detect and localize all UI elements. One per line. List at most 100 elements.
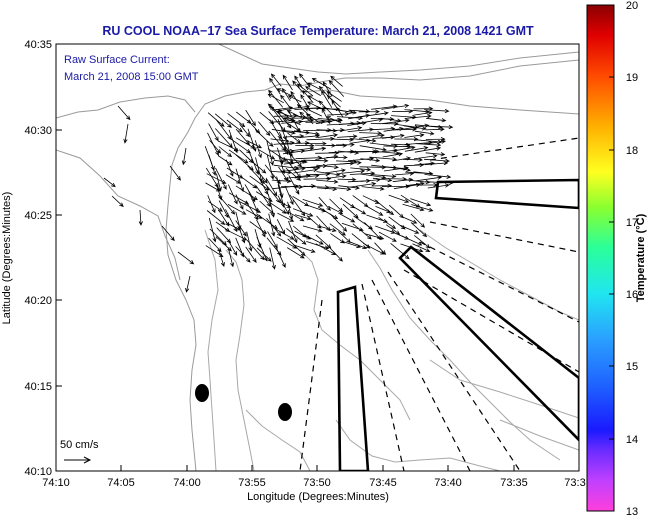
current-vector [205,182,221,192]
isobath [225,249,255,471]
current-vector [321,107,331,125]
current-vector [284,185,294,206]
x-axis-label: Longitude (Degrees:Minutes) [247,491,389,503]
current-vector [209,140,222,154]
current-vector [328,186,352,192]
current-vector [392,127,417,132]
current-vector [315,150,340,156]
current-vector [303,176,332,181]
current-vector [337,177,357,182]
current-vector [339,126,363,132]
current-vector [358,117,384,124]
current-vector [249,221,268,234]
current-vector [294,133,321,139]
bay-outline [299,89,579,115]
current-vector [177,251,195,265]
current-vector [217,194,236,215]
current-vector [317,225,337,232]
current-vector [278,155,286,175]
current-vector [245,246,257,263]
current-vector [390,242,410,260]
current-vector [295,143,315,148]
current-vector [358,109,380,114]
current-vector [282,87,291,102]
current-vector [181,147,187,166]
axis-ticks [55,43,515,471]
current-vector [316,164,339,170]
current-vector [403,162,425,168]
current-vector [268,130,286,152]
x-tick-label: 73:35 [500,477,528,489]
colorbar-label: Temperature (°C) [635,213,647,302]
current-vector [401,216,418,224]
current-vector [266,155,275,180]
current-vector [277,212,295,222]
current-vector [225,209,238,233]
current-vector [414,235,431,249]
current-vector [269,105,284,123]
current-vector [427,183,450,189]
current-vector [208,155,217,176]
annotation-line-1: Raw Surface Current: [64,54,170,66]
current-vector [246,140,263,149]
coastline [56,95,196,119]
current-vector [281,166,306,172]
current-vector [185,275,191,293]
current-vector [381,103,410,110]
current-vector [288,175,300,195]
isobath [367,249,561,461]
current-vector [382,118,410,125]
current-vector [228,149,249,164]
current-vector [302,89,314,104]
current-vector [138,209,143,226]
current-vector [326,94,341,108]
current-vector [414,146,442,153]
current-vector [424,174,452,179]
current-vector [365,205,384,216]
colorbar-tick-label: 17 [626,217,638,229]
current-vector [215,182,223,201]
current-vector [349,181,377,188]
current-vector [305,86,321,96]
current-vector [283,117,301,126]
current-vector [276,247,286,268]
current-vector [296,104,312,118]
current-vector [225,174,241,184]
current-vector [280,94,292,110]
current-vector [302,225,323,233]
current-vector [275,199,292,208]
current-vector [266,140,274,166]
current-vector [424,158,450,163]
y-tick-label: 40:30 [24,125,52,137]
current-vector [402,157,424,162]
current-vector [239,175,258,189]
current-vector [404,114,432,119]
y-tick-label: 40:10 [24,466,52,478]
current-vector [287,132,302,144]
x-tick-label: 73:50 [303,477,331,489]
current-vector [413,154,438,160]
colorbar-gradient [586,4,615,512]
annotation-line-2: March 21, 2008 15:00 GMT [64,71,199,83]
current-vector [331,99,344,118]
current-vector [327,111,350,117]
current-vector [359,133,385,139]
current-vector [282,74,293,91]
current-vector [249,175,270,191]
x-tick-label: 73:55 [238,477,266,489]
current-vector [268,89,284,108]
current-vector [256,219,266,238]
current-vector [256,247,272,262]
y-axis-label: Latitude (Degrees:Minutes) [1,192,13,325]
current-vector [321,90,333,108]
current-vector [218,248,225,267]
current-vector [225,159,234,177]
current-vector [303,146,327,152]
current-vector [304,234,324,245]
current-vector [248,158,267,174]
current-vector [414,161,435,166]
current-vector [307,95,321,104]
current-vector [275,228,295,240]
current-vector [269,201,287,214]
current-vector [286,247,305,259]
